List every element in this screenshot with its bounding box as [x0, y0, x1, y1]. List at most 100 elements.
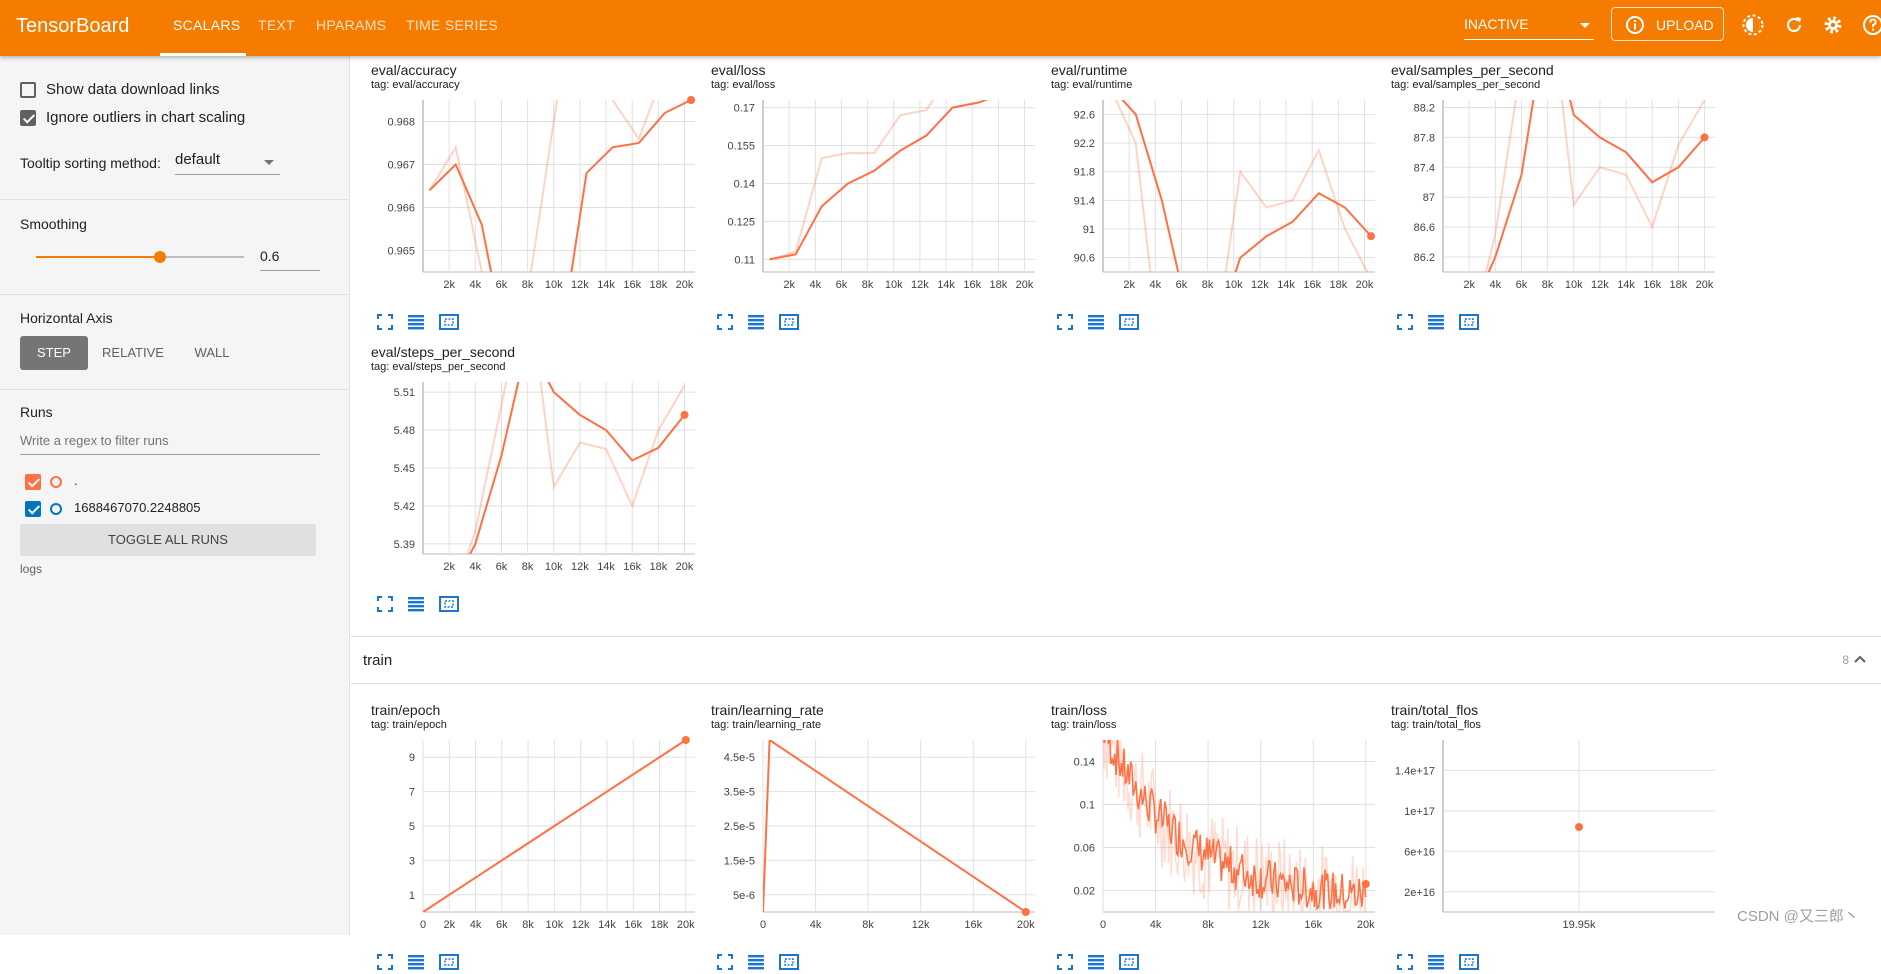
help-icon[interactable] — [1862, 14, 1881, 36]
run-checkbox-dot[interactable] — [25, 474, 41, 490]
status-select[interactable]: INACTIVE — [1464, 13, 1594, 40]
theme-toggle-icon[interactable] — [1742, 14, 1764, 36]
ignore-outliers-checkbox[interactable] — [20, 110, 36, 126]
chart-plot[interactable]: 19.95k 2e+16 6e+16 1e+17 1.4e+17 — [1391, 736, 1721, 936]
haxis-relative-button[interactable]: RELATIVE — [102, 345, 164, 360]
chart-plot[interactable]: 2k 4k 6k 8k 10k 12k 14k 16k 18k 20k 86.2 86.6 87 87.4… — [1391, 96, 1721, 296]
toggle-y-log-icon[interactable] — [1428, 314, 1444, 330]
chart-plot[interactable]: 0 2k 4k 6k 8k 10k 12k 14k 16k 18k 20k 1 3 5 7 9 — [371, 736, 701, 936]
y-tick-label: 9 — [409, 752, 415, 764]
x-tick-label: 10k — [885, 279, 903, 291]
x-tick-label: 6k — [496, 919, 508, 931]
chart-title: eval/samples_per_second — [1391, 62, 1554, 78]
x-tick-label: 4k — [469, 279, 481, 291]
tab-time-series[interactable]: TIME SERIES — [406, 17, 498, 33]
fullscreen-icon[interactable] — [1397, 314, 1413, 330]
chart-title: eval/accuracy — [371, 62, 457, 78]
x-tick-label: 16k — [623, 279, 641, 291]
fit-domain-icon[interactable] — [1459, 954, 1479, 970]
chart-plot[interactable]: 0 4k 8k 12k 16k 20k 0.02 0.06 0.1 0.14 — [1051, 736, 1381, 936]
toggle-y-log-icon[interactable] — [748, 954, 764, 970]
smoothing-label: Smoothing — [20, 216, 87, 232]
chart-card: train/epoch tag: train/epoch 0 2k 4k 6k 8k 10k 1… — [371, 696, 701, 971]
chart-plot[interactable]: 0 4k 8k 12k 16k 20k 5e-6 1.5e-5 2.5e-5 3.5e-5 4.5e… — [711, 736, 1041, 936]
y-tick-label: 5.51 — [394, 387, 415, 399]
toggle-y-log-icon[interactable] — [1088, 314, 1104, 330]
fullscreen-icon[interactable] — [377, 596, 393, 612]
app-title[interactable]: TensorBoard — [16, 15, 130, 37]
chart-plot[interactable]: 2k 4k 6k 8k 10k 12k 14k 16k 18k 20k 5.39 5.42 5.45 5.… — [371, 378, 701, 578]
tab-hparams[interactable]: HPARAMS — [316, 17, 387, 33]
x-tick-label: 8k — [1202, 919, 1214, 931]
chart-tag: tag: eval/steps_per_second — [371, 361, 506, 373]
fit-domain-icon[interactable] — [439, 314, 459, 330]
fullscreen-icon[interactable] — [1057, 954, 1073, 970]
fullscreen-icon[interactable] — [377, 314, 393, 330]
fullscreen-icon[interactable] — [1397, 954, 1413, 970]
x-tick-label: 18k — [650, 279, 668, 291]
toggle-y-log-icon[interactable] — [408, 314, 424, 330]
chart-card: eval/runtime tag: eval/runtime 2k 4k 6k 8k 10k… — [1051, 56, 1381, 331]
toggle-y-log-icon[interactable] — [408, 596, 424, 612]
chart-actions — [1397, 954, 1497, 974]
plot-area — [1103, 740, 1367, 912]
x-tick-label: 8k — [862, 279, 874, 291]
toggle-all-runs-button[interactable]: TOGGLE ALL RUNS — [20, 524, 316, 556]
x-tick-label: 4k — [470, 919, 482, 931]
toggle-y-log-icon[interactable] — [408, 954, 424, 970]
x-tick-label: 16k — [624, 919, 642, 931]
chart-tag: tag: eval/runtime — [1051, 79, 1133, 91]
y-tick-label: 2.5e-5 — [724, 821, 755, 833]
fit-domain-icon[interactable] — [439, 596, 459, 612]
show-download-checkbox[interactable] — [20, 82, 36, 98]
fullscreen-icon[interactable] — [377, 954, 393, 970]
fit-domain-icon[interactable] — [779, 314, 799, 330]
toggle-y-log-icon[interactable] — [1428, 954, 1444, 970]
chart-plot[interactable]: 2k 4k 6k 8k 10k 12k 14k 16k 18k 20k 90.6 91 91.4 91.8… — [1051, 96, 1381, 296]
y-tick-label: 4.5e-5 — [724, 752, 755, 764]
x-tick-label: 16k — [623, 561, 641, 573]
tooltip-sort-select[interactable]: default — [175, 150, 280, 175]
fit-domain-icon[interactable] — [439, 954, 459, 970]
fullscreen-icon[interactable] — [717, 314, 733, 330]
sidebar: Show data download links Ignore outliers… — [0, 56, 350, 935]
fullscreen-icon[interactable] — [1057, 314, 1073, 330]
fit-domain-icon[interactable] — [1459, 314, 1479, 330]
logdir-label: logs — [20, 562, 43, 576]
raw-series-line — [466, 382, 686, 554]
smoothing-slider-thumb[interactable] — [154, 251, 166, 263]
haxis-step-button[interactable]: STEP — [20, 336, 88, 370]
chart-card: eval/loss tag: eval/loss 2k 4k 6k 8k 10k 12k 14k… — [711, 56, 1041, 331]
toggle-y-log-icon[interactable] — [748, 314, 764, 330]
upload-button[interactable]: UPLOAD — [1611, 7, 1724, 41]
chart-card: eval/samples_per_second tag: eval/samples… — [1391, 56, 1721, 331]
haxis-wall-button[interactable]: WALL — [194, 345, 230, 360]
refresh-icon[interactable] — [1783, 14, 1805, 36]
chart-plot[interactable]: 2k 4k 6k 8k 10k 12k 14k 16k 18k 20k 0.965 0.966 0.96… — [371, 96, 701, 296]
fit-domain-icon[interactable] — [779, 954, 799, 970]
divider — [0, 294, 349, 295]
series-line — [423, 740, 687, 912]
smoothing-input[interactable]: 0.6 — [260, 246, 320, 271]
settings-gear-icon[interactable] — [1822, 14, 1844, 36]
x-tick-label: 6k — [496, 561, 508, 573]
toggle-y-log-icon[interactable] — [1088, 954, 1104, 970]
run-color-swatch[interactable] — [50, 503, 62, 515]
chart-title: eval/loss — [711, 62, 766, 78]
fullscreen-icon[interactable] — [717, 954, 733, 970]
last-point-marker — [1021, 908, 1030, 916]
tab-text[interactable]: TEXT — [258, 17, 295, 33]
chart-plot[interactable]: 2k 4k 6k 8k 10k 12k 14k 16k 18k 20k 0.11 0.125 0.14 0… — [711, 96, 1041, 296]
chevron-up-icon[interactable] — [1853, 654, 1867, 664]
run-color-swatch[interactable] — [50, 476, 62, 488]
last-point-marker — [1700, 133, 1709, 142]
train-section-header[interactable]: train 8 — [351, 636, 1881, 684]
fit-domain-icon[interactable] — [1119, 314, 1139, 330]
fit-domain-icon[interactable] — [1119, 954, 1139, 970]
series-line — [763, 740, 1027, 912]
active-tab-indicator — [160, 53, 246, 56]
runs-filter-input[interactable]: Write a regex to filter runs — [20, 430, 320, 455]
tab-scalars[interactable]: SCALARS — [173, 17, 241, 33]
run-checkbox-timestamp[interactable] — [25, 501, 41, 517]
x-tick-label: 18k — [650, 561, 668, 573]
